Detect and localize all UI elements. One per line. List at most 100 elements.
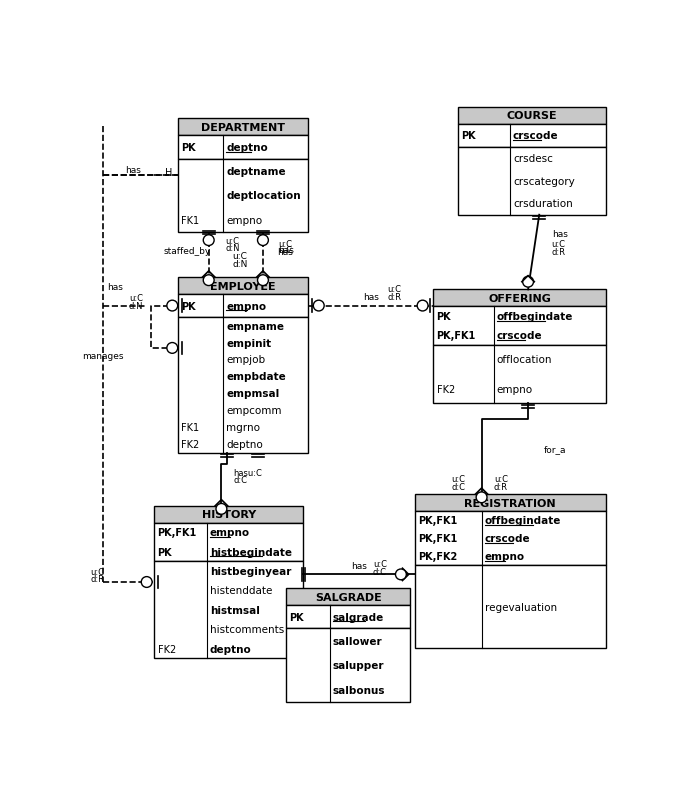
Text: FK2: FK2 bbox=[181, 439, 199, 450]
Text: has: has bbox=[551, 230, 567, 239]
Bar bbox=[433, 290, 606, 307]
Bar bbox=[155, 523, 303, 561]
Text: regevaluation: regevaluation bbox=[484, 602, 557, 612]
Text: crsdesc: crsdesc bbox=[513, 154, 553, 164]
Text: SALGRADE: SALGRADE bbox=[315, 592, 382, 602]
Text: deptno: deptno bbox=[210, 644, 251, 654]
Text: salbonus: salbonus bbox=[333, 685, 385, 695]
Text: histmsal: histmsal bbox=[210, 605, 259, 615]
Bar bbox=[415, 565, 606, 648]
Text: empno: empno bbox=[226, 216, 262, 226]
Bar bbox=[286, 606, 410, 629]
Text: u:C: u:C bbox=[90, 567, 104, 576]
Text: HISTORY: HISTORY bbox=[201, 509, 256, 520]
Text: H: H bbox=[165, 168, 172, 178]
Text: hasu:C: hasu:C bbox=[233, 468, 262, 477]
Text: d:N: d:N bbox=[232, 259, 248, 269]
Text: d:R: d:R bbox=[494, 483, 508, 492]
Text: deptno: deptno bbox=[226, 439, 263, 450]
Text: manages: manages bbox=[82, 352, 124, 361]
Bar bbox=[458, 148, 606, 216]
Text: crscategory: crscategory bbox=[513, 176, 575, 187]
Text: empno: empno bbox=[210, 528, 250, 537]
Bar bbox=[155, 561, 303, 658]
Text: offbegindate: offbegindate bbox=[497, 311, 573, 322]
Text: PK,FK1: PK,FK1 bbox=[418, 516, 457, 525]
Text: FK1: FK1 bbox=[181, 423, 199, 433]
Text: d:C: d:C bbox=[451, 483, 465, 492]
Text: d:R: d:R bbox=[388, 293, 402, 302]
Text: PK: PK bbox=[289, 612, 304, 622]
Text: crscode: crscode bbox=[484, 533, 531, 544]
Text: d:N: d:N bbox=[226, 244, 240, 253]
Text: has: has bbox=[279, 245, 295, 254]
Circle shape bbox=[204, 236, 214, 246]
Text: u:C: u:C bbox=[279, 240, 293, 249]
Bar bbox=[433, 346, 606, 404]
Text: empno: empno bbox=[497, 384, 533, 395]
Text: empbdate: empbdate bbox=[226, 372, 286, 382]
Text: d:C: d:C bbox=[373, 567, 387, 576]
Text: EMPLOYEE: EMPLOYEE bbox=[210, 282, 275, 291]
Circle shape bbox=[167, 343, 178, 354]
Text: empcomm: empcomm bbox=[226, 406, 282, 415]
Bar bbox=[458, 124, 606, 148]
Circle shape bbox=[476, 492, 487, 503]
Circle shape bbox=[522, 277, 533, 288]
Text: u:C: u:C bbox=[233, 252, 247, 261]
Text: PK,FK1: PK,FK1 bbox=[437, 330, 476, 341]
Bar bbox=[178, 119, 308, 136]
Text: has: has bbox=[363, 293, 379, 302]
Text: has: has bbox=[351, 561, 367, 570]
Text: sallower: sallower bbox=[333, 636, 382, 646]
Text: has: has bbox=[125, 165, 141, 175]
Bar bbox=[433, 307, 606, 346]
Text: mgrno: mgrno bbox=[226, 423, 260, 433]
Circle shape bbox=[313, 301, 324, 311]
Text: REGISTRATION: REGISTRATION bbox=[464, 498, 556, 508]
Text: PK: PK bbox=[437, 311, 451, 322]
Circle shape bbox=[257, 275, 268, 286]
Text: histenddate: histenddate bbox=[210, 585, 272, 596]
Text: salgrade: salgrade bbox=[333, 612, 384, 622]
Bar bbox=[286, 589, 410, 606]
Bar bbox=[155, 506, 303, 523]
Text: u:C: u:C bbox=[451, 475, 465, 484]
Text: crscode: crscode bbox=[497, 330, 542, 341]
Text: OFFERING: OFFERING bbox=[488, 294, 551, 303]
Circle shape bbox=[216, 504, 227, 515]
Text: FK2: FK2 bbox=[437, 384, 455, 395]
Text: histcomments: histcomments bbox=[210, 624, 284, 634]
Text: u:C: u:C bbox=[373, 560, 387, 569]
Text: PK: PK bbox=[157, 547, 172, 557]
Bar bbox=[415, 495, 606, 512]
Bar bbox=[178, 318, 308, 453]
Text: empname: empname bbox=[226, 321, 284, 331]
Text: d:C: d:C bbox=[233, 476, 248, 484]
Text: crsduration: crsduration bbox=[513, 199, 573, 209]
Text: d:R: d:R bbox=[551, 248, 566, 257]
Text: d:N: d:N bbox=[128, 302, 143, 310]
Text: PK,FK1: PK,FK1 bbox=[157, 528, 197, 537]
Text: DEPARTMENT: DEPARTMENT bbox=[201, 123, 285, 133]
Circle shape bbox=[141, 577, 152, 588]
Text: salupper: salupper bbox=[333, 660, 384, 670]
Text: histbeginyear: histbeginyear bbox=[210, 566, 291, 576]
Text: deptno: deptno bbox=[226, 143, 268, 152]
Text: empjob: empjob bbox=[226, 355, 266, 365]
Text: PK,FK1: PK,FK1 bbox=[418, 533, 457, 544]
Text: u:C: u:C bbox=[129, 294, 143, 303]
Text: deptname: deptname bbox=[226, 167, 286, 176]
Text: u:C: u:C bbox=[279, 245, 293, 254]
Text: has: has bbox=[277, 248, 293, 257]
Text: empinit: empinit bbox=[226, 338, 271, 348]
Text: deptlocation: deptlocation bbox=[226, 191, 301, 201]
Bar bbox=[178, 160, 308, 233]
Circle shape bbox=[204, 275, 214, 286]
Text: empno: empno bbox=[226, 302, 266, 311]
Circle shape bbox=[417, 301, 428, 311]
Bar bbox=[178, 277, 308, 294]
Bar bbox=[178, 294, 308, 318]
Text: offlocation: offlocation bbox=[497, 355, 552, 365]
Text: histbegindate: histbegindate bbox=[210, 547, 292, 557]
